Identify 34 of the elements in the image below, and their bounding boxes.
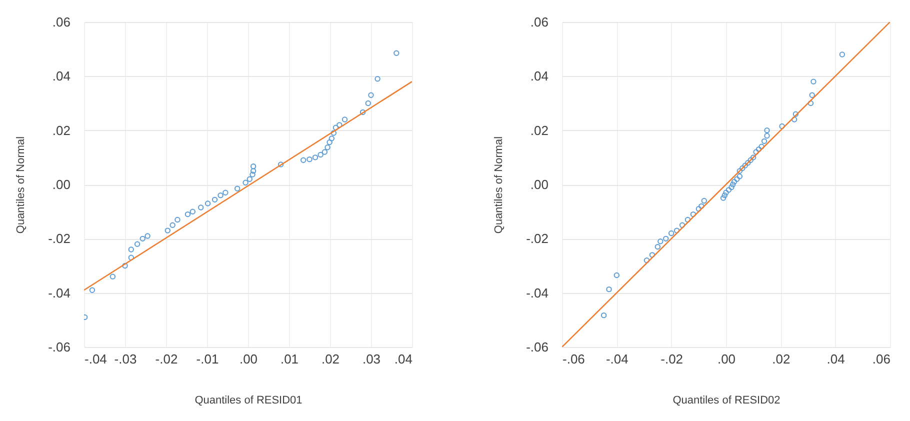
x-axis-title: Quantiles of RESID01 — [194, 394, 302, 406]
y-axis-title: Quantiles of Normal — [15, 136, 28, 234]
y-tick-label: .02 — [530, 122, 548, 138]
x-tick-label: -.03 — [114, 352, 137, 366]
y-tick-label: -.06 — [48, 340, 70, 354]
x-tick-label: .01 — [280, 352, 299, 366]
x-tick-label: .04 — [394, 352, 412, 366]
y-tick-label: -.02 — [526, 231, 548, 246]
y-tick-label: -.02 — [48, 231, 70, 246]
y-axis-title: Quantiles of Normal — [493, 136, 506, 234]
y-tick-label: .06 — [52, 14, 70, 30]
y-tick-label: -.04 — [526, 285, 548, 300]
x-tick-label: .00 — [717, 352, 736, 366]
x-tick-label: -.06 — [562, 352, 585, 366]
x-tick-label: .02 — [772, 352, 790, 366]
y-tick-label: .00 — [530, 177, 548, 192]
x-tick-label: .00 — [239, 352, 258, 366]
x-axis-title: Quantiles of RESID02 — [672, 394, 780, 406]
x-tick-label: -.02 — [155, 352, 178, 366]
y-tick-label: .02 — [52, 122, 70, 138]
x-tick-label: .06 — [872, 352, 890, 366]
y-tick-label: .04 — [530, 68, 548, 84]
x-tick-label: -.04 — [84, 352, 107, 366]
y-tick-label: -.06 — [526, 340, 548, 354]
x-tick-label: .03 — [362, 352, 381, 366]
y-tick-label: .06 — [530, 14, 548, 30]
x-tick-label: -.01 — [196, 352, 219, 366]
y-tick-label: .00 — [52, 177, 70, 192]
x-tick-label: .02 — [321, 352, 340, 366]
x-tick-label: -.04 — [606, 352, 628, 366]
x-tick-label: -.02 — [660, 352, 684, 366]
y-tick-label: .04 — [52, 68, 70, 84]
y-tick-label: -.04 — [48, 285, 70, 300]
x-tick-label: .04 — [826, 352, 845, 366]
